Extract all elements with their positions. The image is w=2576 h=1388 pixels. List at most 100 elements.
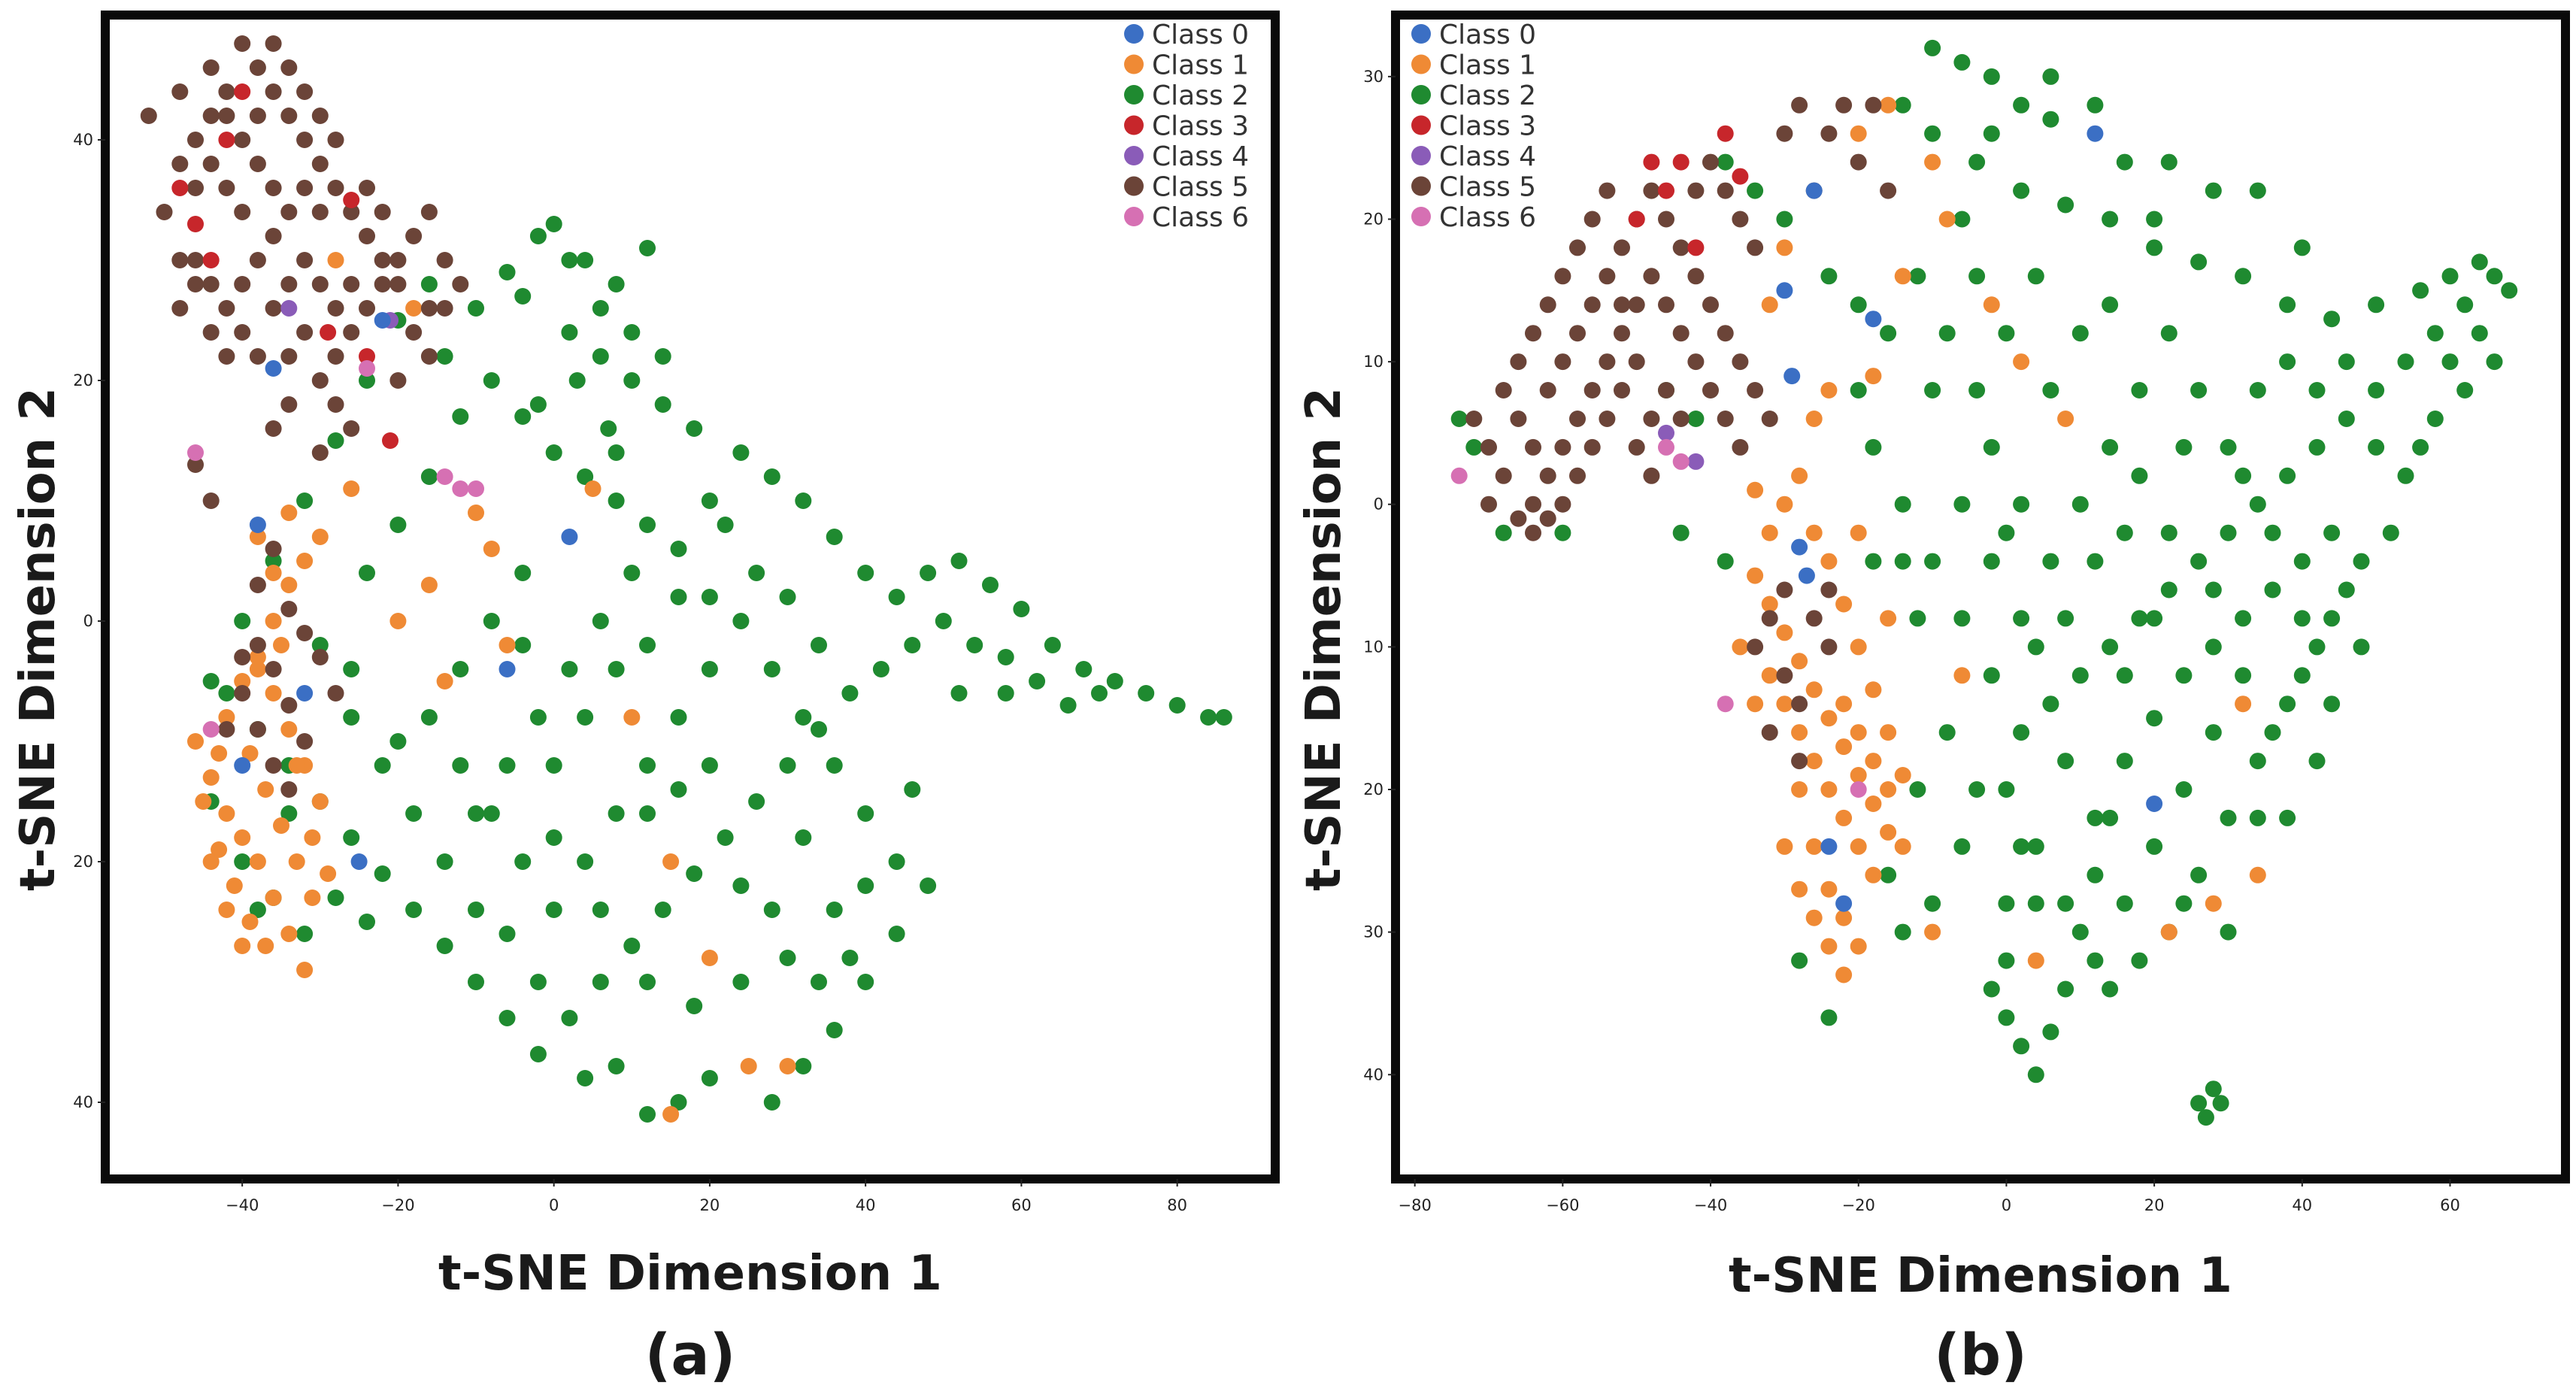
point-class-2-a-163: [997, 685, 1014, 702]
point-class-5-b-50: [1672, 411, 1690, 427]
point-class-2-b-135: [1938, 325, 1956, 342]
point-class-5-b-53: [1717, 182, 1734, 199]
point-class-5-b-17: [1717, 325, 1734, 342]
point-class-2-b-165: [1465, 438, 1483, 456]
point-class-1-b-64: [1924, 923, 1941, 941]
point-class-1-b-29: [1791, 467, 1808, 484]
point-class-5-a-17: [420, 204, 438, 220]
point-class-1-a-9: [226, 877, 243, 894]
point-class-1-a-4: [249, 853, 266, 870]
point-class-2-a-45: [748, 793, 765, 810]
legend-label-b-2: Class 2: [1439, 80, 1536, 111]
point-class-2-a-51: [561, 1010, 578, 1026]
point-class-2-b-151: [2412, 438, 2429, 456]
point-class-5-b-19: [1747, 382, 1764, 399]
point-class-2-b-75: [1850, 382, 1867, 399]
point-class-1-a-49: [701, 950, 718, 966]
point-class-2-b-85: [2131, 382, 2148, 399]
point-class-2-b-142: [2146, 610, 2163, 627]
point-class-1-a-35: [288, 757, 305, 774]
point-class-5-a-87: [327, 685, 344, 702]
point-class-2-a-13: [577, 468, 594, 485]
point-class-2-b-97: [2486, 353, 2503, 371]
point-class-2-a-91: [499, 926, 516, 942]
point-class-2-a-21: [826, 529, 843, 545]
point-class-2-b-50: [2102, 809, 2119, 826]
point-class-2-a-89: [577, 1070, 594, 1086]
point-class-5-b-64: [1539, 510, 1556, 527]
point-class-2-b-166: [1450, 411, 1468, 427]
point-class-2-b-14: [2279, 296, 2296, 314]
point-class-5-b-73: [1791, 753, 1808, 770]
point-class-5-a-35: [311, 276, 329, 292]
point-class-2-a-170: [568, 372, 586, 389]
point-class-2-b-43: [1998, 1009, 2015, 1026]
point-class-5-a-86: [311, 649, 329, 665]
point-class-5-a-91: [389, 372, 407, 389]
point-class-5-b-12: [1643, 182, 1660, 199]
point-class-4-a-1: [280, 300, 298, 317]
point-class-2-b-158: [1850, 296, 1867, 314]
point-class-2-a-41: [872, 661, 889, 677]
point-class-2-b-0: [1924, 39, 1941, 56]
point-class-2-b-156: [2279, 809, 2296, 826]
point-class-2-b-67: [2102, 980, 2119, 998]
point-class-5-b-48: [1643, 411, 1660, 427]
point-class-0-b-5: [1776, 282, 1793, 299]
point-class-5-a-51: [296, 324, 314, 341]
y-tick-label-a-4: 40: [73, 1093, 93, 1111]
point-class-2-b-172: [1820, 1009, 1838, 1026]
point-class-1-a-47: [623, 709, 641, 726]
point-class-5-a-12: [343, 204, 360, 220]
point-class-5-a-56: [374, 204, 391, 220]
x-ticks-a: −40 −20 0 20 40 60 80: [226, 1179, 1187, 1214]
point-class-6-b-4: [1672, 453, 1690, 470]
point-class-5-a-39: [374, 276, 391, 292]
point-class-5-a-59: [296, 83, 314, 100]
y-ticks-a: 40 20 0 20 40: [73, 131, 105, 1111]
point-class-1-b-44: [1894, 838, 1911, 855]
point-class-2-b-18: [2441, 268, 2459, 285]
point-class-5-b-14: [1672, 239, 1690, 256]
point-class-2-b-17: [2412, 282, 2429, 299]
point-class-2-a-39: [1059, 697, 1077, 714]
point-class-5-b-71: [1805, 610, 1823, 627]
point-class-3-a-6: [359, 348, 375, 365]
point-class-2-b-113: [1909, 781, 1926, 798]
point-class-5-b-20: [1761, 411, 1778, 427]
point-class-1-b-5: [1820, 710, 1838, 727]
legend-label-a-5: Class 5: [1152, 172, 1249, 203]
point-class-2-a-85: [701, 1070, 718, 1086]
point-class-2-b-92: [2338, 353, 2355, 371]
points-a: [140, 35, 1232, 1123]
point-class-2-b-148: [2323, 696, 2341, 713]
legend-label-b-3: Class 3: [1439, 111, 1536, 142]
point-class-2-a-106: [420, 276, 438, 292]
point-class-2-a-88: [608, 1058, 625, 1074]
point-class-2-b-87: [2190, 382, 2208, 399]
point-class-2-b-183: [2146, 211, 2163, 228]
point-class-2-a-135: [608, 661, 625, 677]
point-class-1-a-53: [405, 300, 423, 317]
point-class-5-b-51: [1687, 182, 1705, 199]
point-class-5-b-74: [1820, 581, 1838, 599]
point-class-2-b-83: [2071, 495, 2089, 513]
x-tick-label-a-1: −20: [381, 1196, 414, 1214]
point-class-2-a-24: [920, 565, 937, 581]
point-class-2-b-106: [2116, 895, 2133, 912]
point-class-2-a-94: [327, 889, 344, 906]
point-class-6-b-1: [1658, 438, 1674, 456]
point-class-2-b-40: [2027, 895, 2044, 912]
point-class-5-a-21: [234, 204, 251, 220]
point-class-1-b-67: [1880, 610, 1897, 627]
point-class-6-a-4: [202, 721, 220, 738]
legend-label-b-5: Class 5: [1439, 172, 1536, 203]
point-class-2-b-108: [2057, 895, 2074, 912]
point-class-1-b-58: [2205, 895, 2222, 912]
point-class-2-a-125: [468, 805, 484, 822]
point-class-5-b-72: [1820, 638, 1838, 656]
point-class-5-a-52: [311, 372, 329, 389]
point-class-2-a-152: [686, 998, 703, 1014]
point-class-1-b-15: [1835, 809, 1853, 826]
